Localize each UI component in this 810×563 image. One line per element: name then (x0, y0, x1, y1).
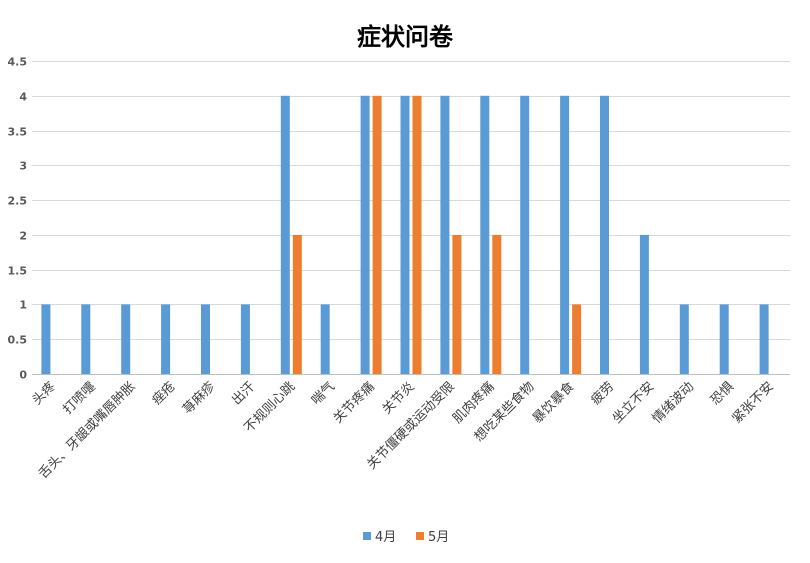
legend-swatch (416, 532, 424, 540)
bar-series2 (572, 304, 582, 374)
legend-label: 5月 (428, 530, 449, 545)
bar-series2 (412, 95, 422, 375)
x-tick-label: 头疼 (30, 379, 59, 408)
bar-series2 (492, 234, 502, 374)
bar-series1 (440, 95, 450, 375)
x-tick-label: 坐立不安 (610, 379, 657, 426)
bar-series1 (520, 95, 530, 375)
x-tick-label: 痤疮 (149, 379, 178, 408)
bar-series1 (480, 95, 490, 375)
x-tick-label: 疲劳 (588, 379, 618, 409)
y-tick-label: 0.5 (8, 334, 28, 347)
x-tick-label: 打喷嚏 (60, 379, 98, 417)
y-tick-label: 3.5 (8, 126, 28, 139)
bar-series1 (600, 95, 609, 375)
bar-series2 (452, 234, 462, 374)
y-tick-label: 1.5 (8, 265, 28, 278)
bar-series1 (41, 304, 51, 374)
y-tick-label: 3 (19, 160, 27, 173)
x-tick-label: 暴饮暴食 (529, 379, 577, 427)
x-tick-label: 荨麻疹 (179, 379, 218, 418)
bar-series1 (161, 304, 171, 374)
x-tick-label: 关节炎 (380, 379, 418, 417)
x-tick-label: 喘气 (308, 379, 338, 409)
x-tick-label: 关节疼痛 (330, 379, 378, 427)
bar-series1 (320, 304, 330, 374)
bar-series1 (759, 304, 769, 374)
bars (41, 95, 769, 375)
bar-series1 (639, 234, 649, 374)
y-tick-label: 4.5 (8, 56, 28, 69)
y-axis-ticks: 0 0.5 1 1.5 2 2.5 3 3.5 4 4.5 (8, 56, 28, 382)
bar-series1 (719, 304, 729, 374)
y-tick-label: 2.5 (8, 195, 28, 208)
bar-series1 (400, 95, 410, 375)
y-tick-label: 4 (19, 91, 27, 104)
y-tick-label: 2 (19, 230, 27, 243)
bar-series1 (560, 95, 570, 375)
y-tick-label: 1 (19, 299, 27, 312)
x-tick-label: 紧张不安 (730, 379, 777, 426)
bar-series1 (81, 304, 91, 374)
bar-series2 (372, 95, 382, 375)
bar-series1 (679, 304, 689, 374)
bar-series1 (360, 95, 370, 375)
x-tick-label: 恐惧 (707, 379, 737, 409)
y-tick-label: 0 (19, 369, 27, 382)
x-tick-label: 情绪波动 (650, 379, 697, 426)
gridlines (32, 61, 790, 375)
x-tick-label: 出汗 (229, 379, 258, 408)
legend: 4月 5月 (363, 530, 449, 545)
bar-series1 (240, 304, 250, 374)
bar-series1 (121, 304, 131, 374)
bar-series2 (292, 234, 302, 374)
bar-series1 (201, 304, 210, 374)
legend-label: 4月 (375, 530, 396, 545)
legend-swatch (363, 532, 371, 540)
bar-series1 (280, 95, 290, 375)
chart-title: 症状问卷 (357, 23, 454, 51)
